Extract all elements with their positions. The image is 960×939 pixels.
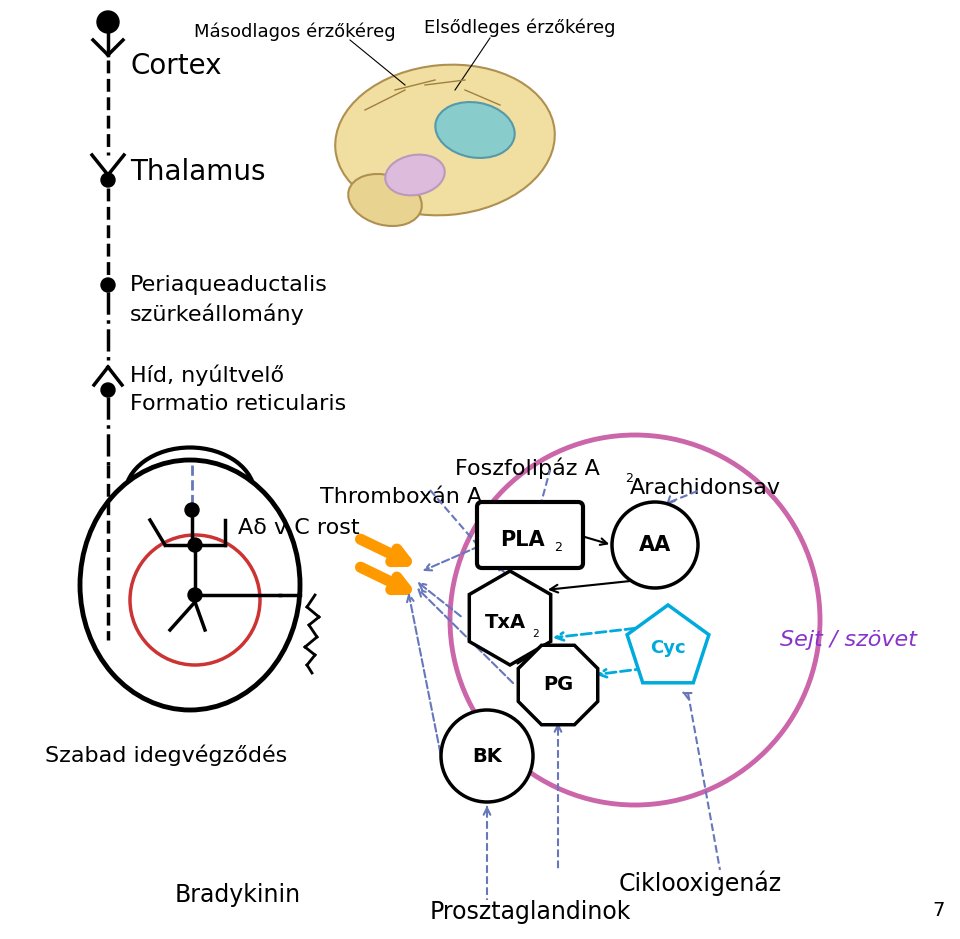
Text: Bradykinin: Bradykinin xyxy=(175,883,301,907)
Text: $_{2}$: $_{2}$ xyxy=(532,624,540,639)
Text: PLA: PLA xyxy=(500,530,544,550)
Polygon shape xyxy=(469,571,551,665)
Circle shape xyxy=(612,502,698,588)
Ellipse shape xyxy=(125,448,255,543)
FancyBboxPatch shape xyxy=(477,502,583,568)
Polygon shape xyxy=(627,605,708,683)
Ellipse shape xyxy=(335,65,555,215)
Polygon shape xyxy=(518,645,598,725)
Text: TxA: TxA xyxy=(485,612,525,632)
Ellipse shape xyxy=(385,155,444,195)
Circle shape xyxy=(97,11,119,33)
Text: Thromboxán A: Thromboxán A xyxy=(320,487,482,507)
Text: PG: PG xyxy=(542,675,573,695)
Ellipse shape xyxy=(435,102,515,158)
Text: AA: AA xyxy=(638,535,671,555)
Text: Aδ v C rost: Aδ v C rost xyxy=(238,518,360,538)
Ellipse shape xyxy=(348,174,421,226)
Text: Cyc: Cyc xyxy=(650,639,685,657)
Circle shape xyxy=(450,435,820,805)
Text: Foszfolipáz A: Foszfolipáz A xyxy=(455,457,600,479)
Text: Másodlagos érzőkéreg: Másodlagos érzőkéreg xyxy=(194,23,396,41)
Circle shape xyxy=(101,278,115,292)
Circle shape xyxy=(188,588,202,602)
Text: Periaqueaductalis
szürkeállomány: Periaqueaductalis szürkeállomány xyxy=(130,275,328,325)
Text: $_{2}$: $_{2}$ xyxy=(554,536,563,554)
Circle shape xyxy=(185,503,199,517)
Circle shape xyxy=(101,383,115,397)
Text: Elsődleges érzőkéreg: Elsődleges érzőkéreg xyxy=(424,19,615,38)
Text: Cortex: Cortex xyxy=(130,52,222,80)
Text: Szabad idegvégződés: Szabad idegvégződés xyxy=(45,745,287,765)
Text: Ciklooxigenáz: Ciklooxigenáz xyxy=(618,870,781,896)
Text: $_{2}$: $_{2}$ xyxy=(490,496,499,514)
Text: $_{2}$: $_{2}$ xyxy=(625,467,634,485)
Text: Arachidonsav: Arachidonsav xyxy=(630,478,781,498)
Text: Prosztaglandinok: Prosztaglandinok xyxy=(429,900,631,924)
Text: BK: BK xyxy=(472,747,502,765)
Circle shape xyxy=(130,535,260,665)
Circle shape xyxy=(188,538,202,552)
Text: Sejt / szövet: Sejt / szövet xyxy=(780,630,917,650)
Circle shape xyxy=(101,173,115,187)
Text: 7: 7 xyxy=(932,901,945,920)
Text: Híd, nyúltvelő
Formatio reticularis: Híd, nyúltvelő Formatio reticularis xyxy=(130,365,347,414)
Ellipse shape xyxy=(80,460,300,710)
Text: Thalamus: Thalamus xyxy=(130,158,266,186)
Circle shape xyxy=(441,710,533,802)
